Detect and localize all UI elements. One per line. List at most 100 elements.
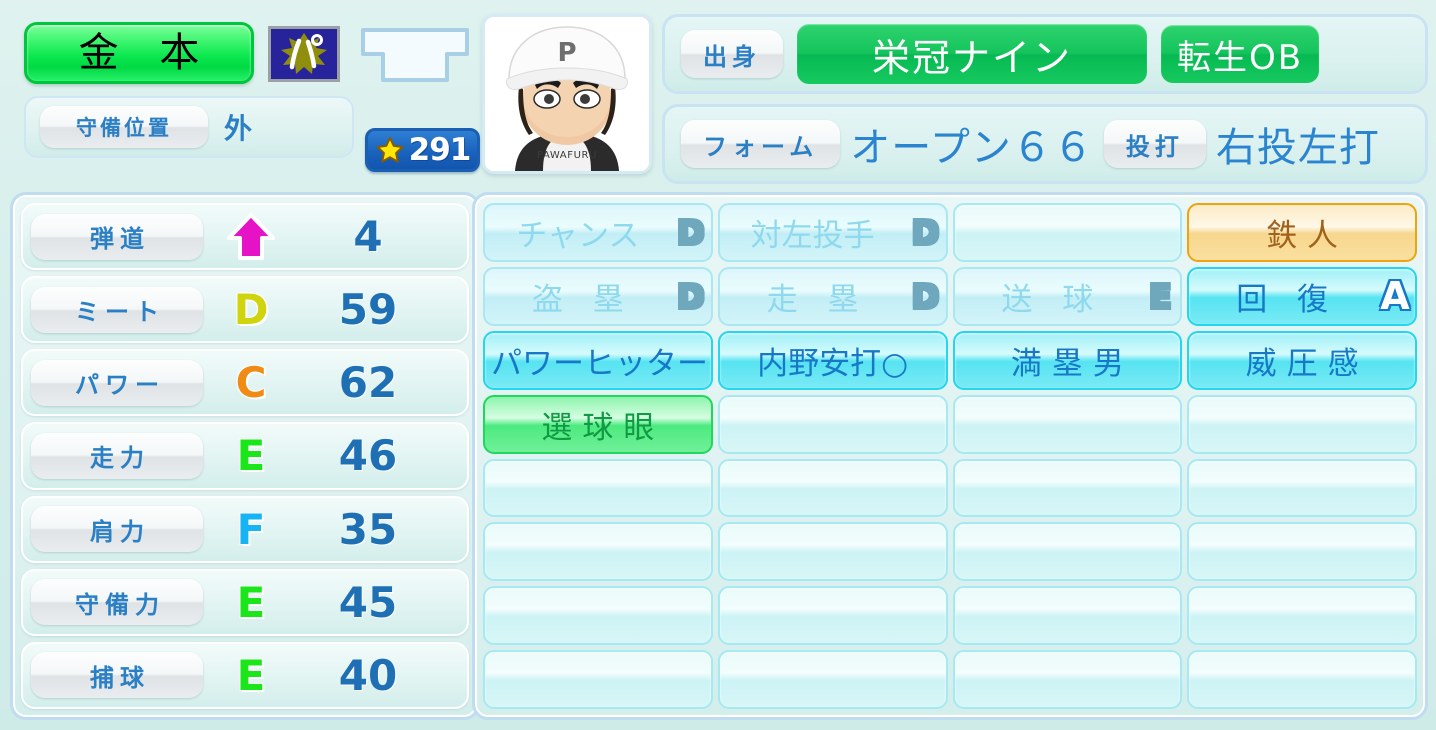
skill-slot-empty: [483, 586, 713, 646]
throw-bat-label: 投打: [1103, 120, 1206, 168]
skill-name: 鉄 人: [1266, 217, 1339, 254]
skill-badge[interactable]: パワーヒッター: [483, 330, 713, 390]
star-value: 291: [408, 132, 472, 168]
stat-grade: F: [236, 504, 266, 554]
skill-badge[interactable]: チャンス D: [483, 203, 713, 262]
skill-badge[interactable]: 対左投手 D: [717, 203, 948, 262]
avatar-image: PAWAFURU P: [485, 17, 649, 171]
stat-row[interactable]: 弾道 4: [21, 203, 469, 271]
stat-row[interactable]: 肩力 F 35: [21, 495, 469, 563]
skill-slot-empty: [483, 650, 713, 709]
stat-row[interactable]: パワー C 62: [21, 349, 469, 417]
stat-grade: E: [236, 650, 266, 700]
skill-slot-empty: [1187, 586, 1417, 646]
origin-row: 出身 栄冠ナイン 転生OB: [662, 14, 1428, 94]
stat-label: 走力: [31, 432, 203, 479]
skill-name: 送 球: [1001, 281, 1104, 318]
star-icon: [376, 136, 404, 163]
skill-name: パワーヒッター: [491, 345, 708, 382]
stat-value: 46: [338, 431, 398, 481]
form-label: フォーム: [681, 120, 841, 168]
skill-slot-empty: [952, 586, 1183, 646]
stat-grade: C: [235, 358, 267, 408]
stat-value: 45: [338, 577, 398, 627]
stat-grade: D: [233, 285, 269, 335]
skill-badge[interactable]: 内野安打○: [717, 330, 948, 390]
skill-name: 対左投手: [750, 217, 875, 254]
skill-slot-empty: [952, 650, 1183, 709]
skill-slot-empty: [1187, 522, 1417, 582]
skill-name: 威圧感: [1245, 345, 1369, 382]
skill-slot-empty: [717, 586, 948, 646]
jersey-icon: [355, 24, 475, 86]
skill-slot-empty: [717, 394, 948, 454]
stat-label: パワー: [31, 359, 203, 406]
skill-name: 回 復: [1236, 281, 1339, 318]
skill-grade: D: [677, 212, 705, 252]
avatar-cap-letter: P: [557, 38, 576, 68]
position-row: 守備位置 外: [24, 96, 354, 158]
stat-row[interactable]: 走力 E 46: [21, 422, 469, 490]
position-label: 守備位置: [40, 106, 208, 148]
skill-slot-empty: [483, 458, 713, 518]
skill-badge[interactable]: 選球眼: [483, 394, 713, 454]
stat-label: 肩力: [31, 506, 203, 553]
skill-slot-empty: [483, 522, 713, 582]
stat-rows: 弾道 4 ミート D 59 パワー C 62 走力 E 46 肩力 F 35 守備力 E 45 捕球 E 40: [21, 203, 469, 709]
skill-slot-empty: [1187, 458, 1417, 518]
stat-value: 35: [338, 504, 398, 554]
stat-grade: E: [236, 577, 266, 627]
skill-grid: チャンス D 対左投手 D 鉄 人盗 塁 D 走 塁 D 送 球 E 回 復 A パワーヒッター 内野安打…: [483, 203, 1417, 709]
stat-row[interactable]: 守備力 E 45: [21, 568, 469, 636]
player-avatar[interactable]: PAWAFURU P: [482, 14, 652, 174]
skill-grade: A: [1380, 274, 1410, 319]
skill-slot-empty: [1187, 650, 1417, 709]
skills-panel: チャンス D 対左投手 D 鉄 人盗 塁 D 走 塁 D 送 球 E 回 復 A パワーヒッター 内野安打…: [472, 192, 1428, 720]
stat-label: 守備力: [31, 579, 203, 626]
origin-ob-tag[interactable]: 転生OB: [1161, 25, 1320, 83]
stat-label: 捕球: [31, 652, 203, 699]
origin-value-tag[interactable]: 栄冠ナイン: [797, 24, 1147, 84]
skill-name: 盗 塁: [531, 281, 634, 318]
skill-name: 走 塁: [766, 281, 869, 318]
avatar-jersey-text: PAWAFURU: [537, 150, 597, 161]
stat-value: 40: [338, 650, 398, 700]
skill-slot-empty: [717, 650, 948, 709]
skill-slot-empty: [952, 394, 1183, 454]
trajectory-arrow-up-icon: [203, 212, 299, 262]
star-rating-badge: 291: [365, 128, 480, 172]
skill-slot-empty: [717, 522, 948, 582]
skill-badge[interactable]: 鉄 人: [1187, 203, 1417, 262]
stat-row[interactable]: ミート D 59: [21, 276, 469, 344]
skill-slot-empty: [952, 203, 1183, 262]
stat-value: 59: [338, 285, 398, 335]
skill-grade: E: [1148, 276, 1172, 316]
stat-label: ミート: [31, 286, 203, 333]
position-value: 外: [224, 112, 253, 145]
player-name: 金 本: [78, 30, 214, 76]
league-logo: [268, 26, 340, 82]
skill-name: 内野安打○: [757, 345, 909, 382]
player-identity-zone: 金 本 守備位置 外 291: [10, 8, 480, 186]
stat-value: 62: [338, 358, 398, 408]
skill-slot-empty: [952, 522, 1183, 582]
skill-badge[interactable]: 威圧感: [1187, 330, 1417, 390]
origin-label: 出身: [681, 30, 783, 78]
form-row: フォーム オープン６６ 投打 右投左打: [662, 104, 1428, 184]
stat-grade: E: [236, 431, 266, 481]
stats-panel: 弾道 4 ミート D 59 パワー C 62 走力 E 46 肩力 F 35 守備力 E 45 捕球 E 40: [10, 192, 480, 720]
pacific-league-icon: [281, 33, 327, 74]
skill-name: 選球眼: [541, 409, 665, 446]
skill-grade: D: [911, 212, 940, 252]
form-value: オープン６６: [850, 125, 1094, 171]
stat-row[interactable]: 捕球 E 40: [21, 641, 469, 709]
skill-name: チャンス: [516, 217, 640, 254]
skill-grade: D: [677, 276, 705, 316]
skill-badge[interactable]: 満塁男: [952, 330, 1183, 390]
throw-bat-value: 右投左打: [1215, 125, 1380, 171]
player-name-badge[interactable]: 金 本: [24, 22, 254, 84]
